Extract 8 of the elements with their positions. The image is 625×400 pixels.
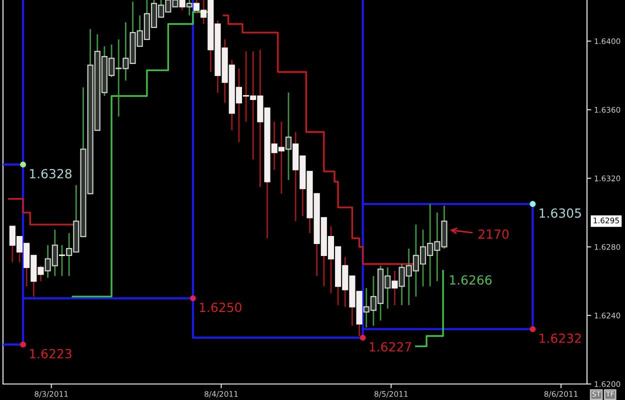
annotation: 1.6227 [370,342,412,352]
annotation: 1.6232 [540,334,581,343]
annotation: 1.6250 [200,302,242,312]
annotation: 1.6305 [540,208,581,218]
annotation: 1.6266 [450,275,492,285]
annotation: 1.6223 [30,348,72,358]
annotation: 1.6328 [30,168,72,178]
annotation: 2170 [478,229,509,239]
